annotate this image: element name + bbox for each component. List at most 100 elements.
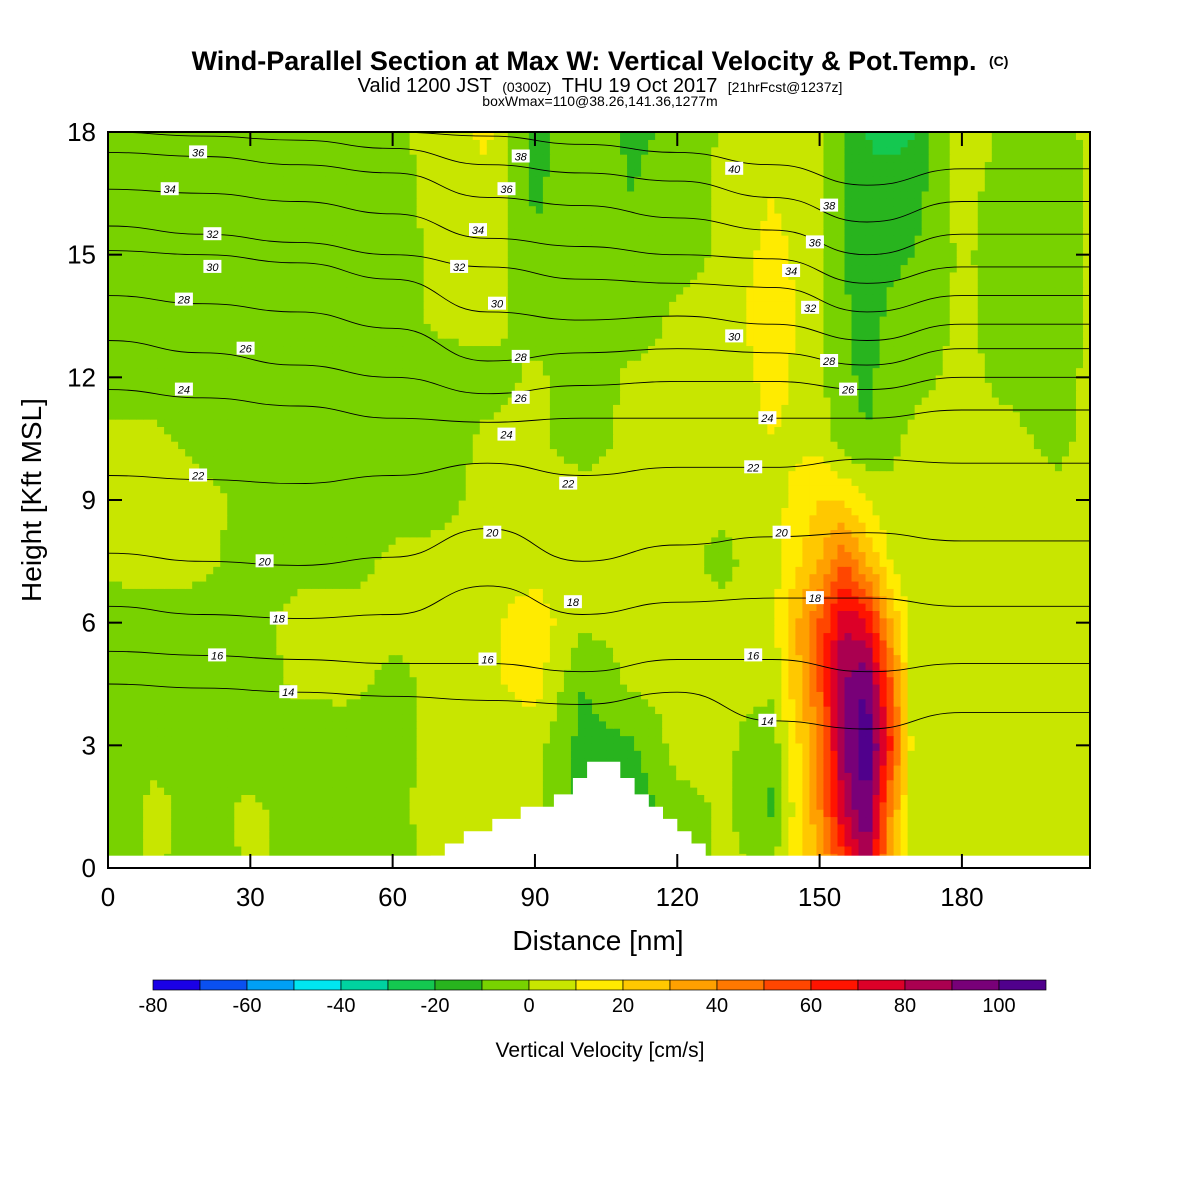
velocity-cell (1054, 654, 1063, 663)
velocity-cell (900, 720, 909, 729)
velocity-cell (858, 750, 867, 759)
velocity-cell (921, 838, 930, 847)
velocity-cell (837, 617, 846, 626)
velocity-cell (367, 720, 376, 729)
velocity-cell (150, 772, 158, 781)
velocity-cell (949, 831, 958, 840)
velocity-cell (535, 654, 544, 663)
velocity-cell (318, 654, 327, 663)
velocity-cell (1033, 654, 1042, 663)
velocity-cell (206, 809, 214, 818)
velocity-cell (563, 750, 572, 759)
velocity-cell (1075, 831, 1084, 840)
velocity-cell (1005, 676, 1014, 685)
velocity-cell (858, 757, 867, 766)
velocity-cell (648, 757, 656, 766)
velocity-cell (781, 676, 789, 685)
velocity-cell (914, 801, 923, 810)
velocity-cell (627, 684, 635, 692)
velocity-cell (178, 831, 186, 840)
velocity-cell (823, 632, 832, 641)
velocity-cell (283, 654, 291, 663)
velocity-cell (388, 772, 397, 781)
velocity-cell (648, 654, 656, 663)
velocity-cell (942, 742, 951, 751)
velocity-cell (767, 757, 775, 766)
velocity-cell (907, 794, 916, 803)
velocity-cell (262, 669, 270, 678)
velocity-cell (185, 617, 193, 626)
velocity-cell (907, 787, 916, 795)
velocity-cell (479, 610, 488, 619)
velocity-cell (858, 639, 867, 648)
velocity-cell (746, 610, 754, 619)
velocity-cell (157, 779, 165, 788)
velocity-cell (928, 661, 937, 670)
velocity-cell (542, 617, 551, 626)
velocity-cell (514, 684, 523, 692)
velocity-cell (977, 713, 986, 722)
velocity-cell (1040, 750, 1049, 759)
velocity-cell (402, 713, 411, 722)
velocity-cell (1075, 801, 1084, 810)
velocity-cell (248, 684, 256, 692)
velocity-cell (1068, 639, 1077, 648)
velocity-cell (788, 801, 796, 810)
velocity-cell (879, 713, 888, 722)
velocity-cell (269, 728, 277, 737)
velocity-cell (977, 831, 986, 840)
velocity-cell (865, 713, 874, 722)
velocity-cell (942, 684, 951, 692)
velocity-cell (837, 757, 846, 766)
velocity-cell (318, 698, 327, 707)
velocity-cell (1040, 831, 1049, 840)
velocity-cell (318, 823, 327, 832)
velocity-cell (1033, 742, 1042, 751)
velocity-cell (521, 742, 530, 751)
velocity-cell (662, 617, 670, 626)
velocity-cell (984, 831, 993, 840)
velocity-cell (942, 779, 951, 788)
velocity-cell (942, 794, 951, 803)
velocity-cell (851, 661, 860, 670)
velocity-cell (570, 647, 579, 656)
velocity-cell (353, 750, 362, 759)
velocity-cell (220, 632, 228, 641)
velocity-cell (690, 713, 698, 722)
velocity-cell (395, 742, 404, 751)
velocity-cell (1012, 625, 1021, 634)
velocity-cell (732, 639, 740, 648)
chart-subtitle: Valid 1200 JST (0300Z) THU 19 Oct 2017 [… (358, 75, 843, 97)
velocity-cell (374, 706, 383, 715)
velocity-cell (332, 757, 341, 766)
velocity-cell (914, 713, 923, 722)
velocity-cell (907, 764, 916, 773)
velocity-cell (115, 757, 123, 766)
velocity-cell (199, 801, 207, 810)
velocity-cell (129, 706, 137, 715)
velocity-cell (542, 742, 551, 751)
velocity-cell (921, 831, 930, 840)
velocity-cell (556, 654, 565, 663)
velocity-cell (381, 720, 390, 729)
velocity-cell (318, 713, 327, 722)
velocity-cell (108, 838, 116, 847)
velocity-cell (472, 779, 481, 788)
velocity-cell (907, 647, 916, 656)
velocity-cell (641, 647, 649, 656)
velocity-cell (781, 764, 789, 773)
velocity-cell (851, 757, 860, 766)
velocity-cell (507, 603, 516, 611)
velocity-cell (802, 816, 811, 825)
velocity-cell (676, 691, 684, 700)
velocity-cell (1061, 654, 1070, 663)
velocity-cell (367, 757, 376, 766)
velocity-cell (241, 654, 249, 663)
velocity-cell (374, 728, 383, 737)
velocity-cell (430, 794, 439, 803)
velocity-cell (227, 742, 235, 751)
velocity-cell (444, 764, 453, 773)
velocity-cell (339, 772, 348, 781)
velocity-cell (178, 845, 186, 854)
velocity-cell (213, 713, 221, 722)
